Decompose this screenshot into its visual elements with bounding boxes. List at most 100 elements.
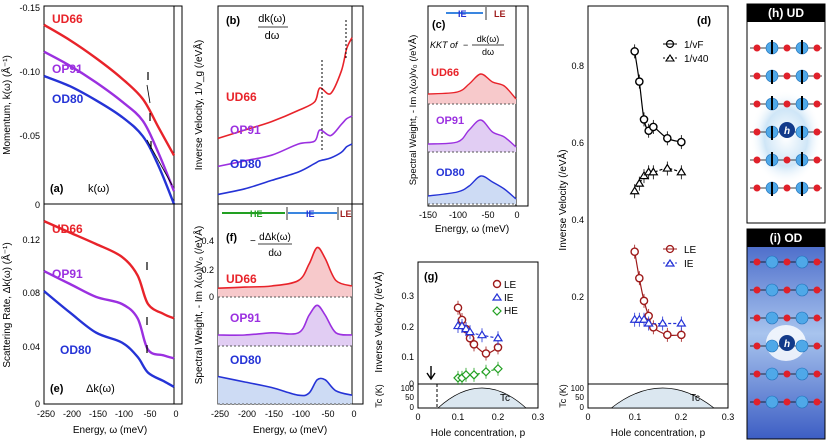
oxygen-atom — [813, 100, 821, 108]
tick-label: -100 — [292, 409, 310, 419]
x-axis-label: Hole concentration, p — [431, 428, 526, 439]
tc-axis-label: Tc (K) — [558, 384, 568, 408]
data-point — [635, 77, 644, 86]
x-axis-label: Energy, ω (meV) — [435, 224, 509, 235]
tick-label: 50 — [575, 393, 584, 402]
tick-label: 0.1 — [629, 412, 642, 422]
tick-label: 0.3 — [401, 291, 414, 301]
tick-label: -0.15 — [19, 3, 40, 13]
panel-d-marks — [629, 44, 687, 342]
series-fill-od80 — [428, 175, 516, 204]
legend-le-marker — [492, 279, 502, 289]
oxygen-atom — [753, 44, 761, 52]
tick-label: -200 — [238, 409, 256, 419]
oxygen-atom — [783, 100, 791, 108]
oxygen-atom — [813, 156, 821, 164]
label-op91: OP91 — [52, 62, 83, 76]
tick-label: 0.2 — [401, 322, 414, 332]
copper-atom — [765, 311, 779, 325]
tick-label: 0.04 — [22, 342, 40, 352]
series-fill-ud66 — [218, 247, 352, 297]
series-line-1v40 — [634, 167, 682, 192]
tc-label: Tc — [500, 393, 510, 404]
oxygen-atom — [813, 184, 821, 192]
copper-atom — [765, 395, 779, 409]
oxygen-atom — [753, 286, 761, 294]
y-axis-label: Spectral Weight, - Im λ(ω)/v₀ (/eVÅ) — [192, 226, 205, 384]
series-line-ud66 — [43, 23, 176, 156]
legend-ie: IE — [504, 293, 514, 304]
data-point — [481, 366, 491, 377]
series-fill-op91 — [428, 119, 516, 152]
series-line-od80 — [217, 143, 353, 196]
copper-atom — [795, 339, 809, 353]
panel-f-annot-den: dω — [268, 248, 282, 259]
data-point — [639, 115, 649, 124]
copper-atom — [795, 395, 809, 409]
data-point — [630, 247, 639, 256]
label-op91: OP91 — [230, 123, 261, 137]
data-point — [662, 163, 673, 172]
oxygen-atom — [783, 314, 791, 322]
series-line-od80 — [217, 375, 353, 397]
oxygen-atom — [783, 72, 791, 80]
panel-label-d: (d) — [697, 15, 711, 27]
panel-label-a: (a) — [50, 183, 64, 195]
data-point — [676, 318, 687, 327]
tc-label: Tc — [690, 393, 700, 404]
panel-a-title: k(ω) — [88, 183, 109, 195]
label-ud66: UD66 — [52, 222, 83, 236]
panel-b-annot-num: dk(ω) — [258, 13, 286, 25]
oxygen-atom — [813, 72, 821, 80]
data-point — [638, 314, 650, 323]
data-point — [657, 318, 668, 327]
tick-label: 0.4 — [201, 236, 214, 246]
label-od80: OD80 — [436, 167, 465, 179]
copper-atom — [795, 311, 809, 325]
panel-h-title-bg — [747, 4, 825, 22]
tick-label: 0 — [514, 210, 519, 220]
tick-label: -250 — [211, 409, 229, 419]
tc-dome — [610, 387, 716, 409]
data-point — [677, 137, 686, 147]
tick-label: -50 — [321, 409, 334, 419]
oxygen-atom — [753, 184, 761, 192]
tick-label: 0.2 — [675, 412, 688, 422]
tick-label: -100 — [449, 210, 467, 220]
panel-h: (h) UD h — [746, 3, 826, 224]
tick-label: 0.3 — [722, 412, 735, 422]
panel-b-annot-den: dω — [265, 30, 280, 42]
panel-i-title-bg — [747, 229, 825, 247]
tc-axis-label: Tc (K) — [374, 384, 384, 408]
tick-label: 0.08 — [22, 288, 40, 298]
panel-c-annot-num: dk(ω) — [477, 34, 500, 44]
panel-e-title: Δk(ω) — [86, 383, 115, 395]
data-point — [629, 186, 640, 195]
data-point — [453, 303, 463, 313]
tick-label: 0.3 — [532, 412, 545, 422]
legend-he: HE — [504, 306, 518, 317]
series-line-od80 — [43, 290, 175, 388]
series-line-op91 — [217, 115, 353, 168]
copper-atom — [765, 367, 779, 381]
panel-e-frame — [43, 203, 183, 405]
region-le-label: LE — [340, 209, 352, 219]
oxygen-atom — [813, 398, 821, 406]
hole-label: h — [784, 126, 790, 137]
series-fill-ud66 — [428, 73, 516, 104]
tick-label: 0 — [209, 292, 214, 302]
panel-c: IE LE (c) KKT of − dk(ω) dω UD66 OP91 OD… — [408, 5, 529, 235]
arrow-down-icon — [426, 366, 436, 381]
region-he-label: HE — [250, 209, 263, 219]
tick-label: -0.10 — [19, 67, 40, 77]
label-op91: OP91 — [436, 115, 464, 127]
series-line-op91 — [427, 119, 517, 148]
region-le-label: LE — [494, 9, 506, 19]
oxygen-atom — [753, 100, 761, 108]
tick-label: -250 — [37, 409, 55, 419]
series-line-1vf — [634, 51, 682, 143]
oxygen-atom — [753, 156, 761, 164]
data-point — [630, 47, 639, 56]
oxygen-atom — [813, 370, 821, 378]
